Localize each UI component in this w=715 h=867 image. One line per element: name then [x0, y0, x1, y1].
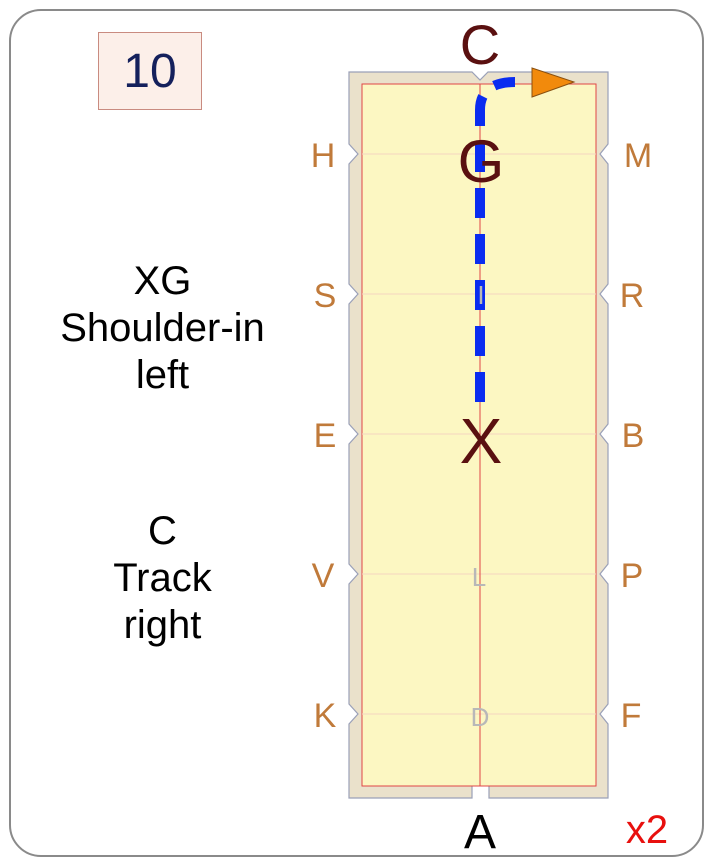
movement-path [475, 77, 516, 402]
instruction-line: right [123, 603, 202, 647]
letter-k: K [314, 697, 337, 735]
instruction-block-2: C Track right [20, 508, 305, 649]
letter-e: E [314, 417, 337, 455]
movement-number-box: 10 [98, 32, 202, 110]
letter-x: X [460, 405, 503, 477]
movement-number: 10 [123, 44, 177, 98]
letter-g: G [458, 128, 505, 195]
instruction-line: XG [133, 259, 192, 303]
instruction-line: Track [113, 556, 212, 600]
instruction-line: C [148, 509, 177, 553]
letter-c: C [460, 13, 500, 76]
letter-l: L [472, 562, 486, 592]
letter-r: R [620, 277, 645, 315]
letter-f: F [621, 697, 642, 735]
repeat-multiplier: x2 [626, 808, 668, 852]
instruction-line: Shoulder-in [60, 306, 265, 350]
letter-p: P [621, 557, 644, 595]
letter-s: S [314, 277, 337, 315]
instruction-line: left [135, 353, 190, 397]
letter-m: M [624, 137, 652, 175]
letter-b: B [622, 417, 645, 455]
letter-v: V [312, 557, 335, 595]
letter-h: H [311, 137, 336, 175]
letter-a: A [464, 806, 496, 859]
letter-d: D [471, 702, 490, 732]
instruction-block-1: XG Shoulder-in left [20, 258, 305, 399]
letter-i: I [477, 280, 484, 310]
track-right-arrow [531, 67, 576, 98]
